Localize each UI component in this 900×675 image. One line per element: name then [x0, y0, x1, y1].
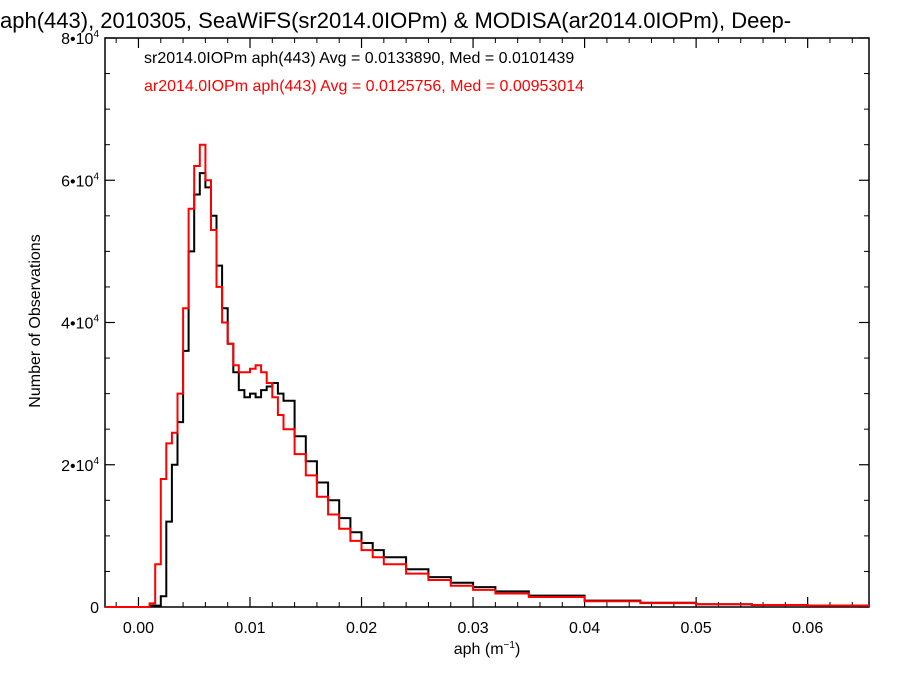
y-tick-label-exponent: 4: [93, 456, 99, 467]
y-tick-label-exponent: 4: [93, 171, 99, 182]
y-tick-label: 0: [90, 600, 99, 617]
y-tick-label: 4•104: [61, 314, 99, 333]
chart-title: aph(443), 2010305, SeaWiFS(sr2014.0IOPm)…: [0, 8, 791, 33]
x-tick-label: 0.05: [681, 620, 712, 637]
x-tick-label: 0.03: [457, 620, 488, 637]
x-axis-label-base: aph (m: [454, 641, 504, 658]
y-tick-label-base: 2•10: [61, 458, 93, 475]
y-tick-label-exponent: 4: [93, 29, 99, 40]
axis-ticks: 0.00 0.01 0.02 0.03 0.04 0.05 0.0602•1044•1046…: [61, 29, 869, 637]
x-tick-label: 0.04: [569, 620, 600, 637]
x-tick-label: 0.02: [346, 620, 377, 637]
x-axis-label-close: ): [515, 641, 520, 658]
series-line-black: [105, 172, 870, 608]
plot-frame: [104, 37, 870, 608]
y-tick-label-base: 8•10: [61, 31, 93, 48]
y-tick-label-exponent: 4: [93, 314, 99, 325]
legend-entry-black: sr2014.0IOPm aph(443) Avg = 0.0133890, M…: [144, 50, 574, 67]
y-tick-label: 2•104: [61, 456, 99, 475]
series-layer: [105, 143, 870, 608]
x-tick-label: 0.06: [792, 620, 823, 637]
y-tick-label-base: 6•10: [61, 173, 93, 190]
y-tick-label-base: 4•10: [61, 316, 93, 333]
y-axis-label: Number of Observations: [27, 234, 44, 407]
x-tick-label: 0.01: [234, 620, 265, 637]
y-tick-label: 8•104: [61, 29, 99, 48]
x-axis-label-exponent: −1: [504, 640, 516, 651]
series-line-red: [105, 143, 870, 608]
legend-entry-red: ar2014.0IOPm aph(443) Avg = 0.0125756, M…: [144, 78, 584, 95]
x-axis-label: aph (m−1): [454, 640, 521, 658]
y-tick-label: 6•104: [61, 171, 99, 190]
y-tick-label-base: 0: [90, 600, 99, 617]
x-tick-label: 0.00: [123, 620, 154, 637]
